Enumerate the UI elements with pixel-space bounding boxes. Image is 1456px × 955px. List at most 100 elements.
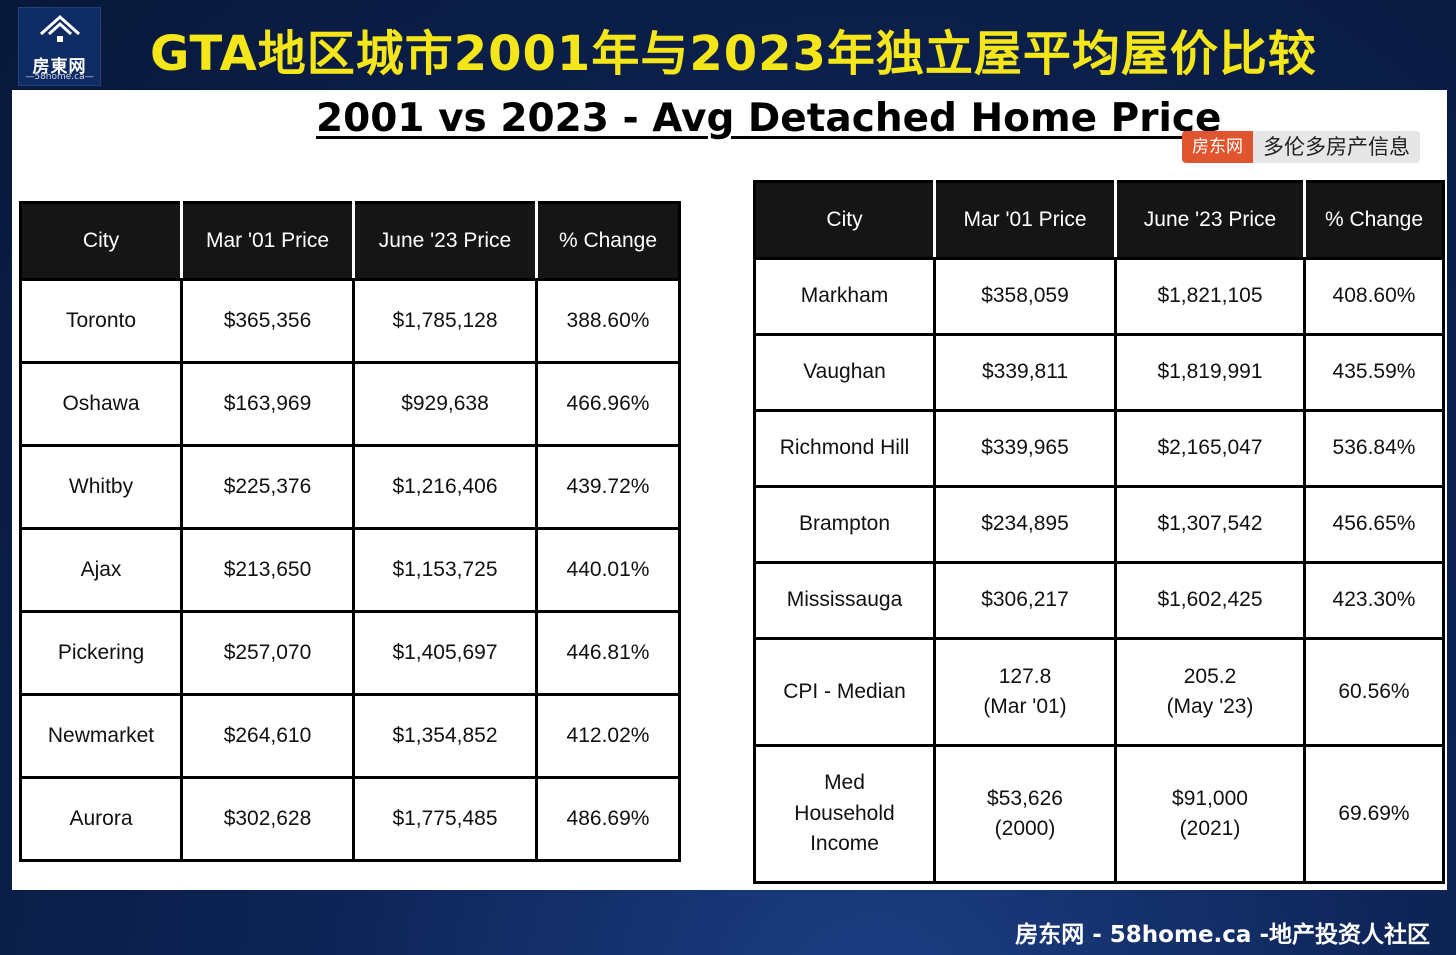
cell-jun23: $1,153,725: [352, 527, 538, 613]
table-row: Newmarket $264,610 $1,354,852 412.02%: [19, 693, 681, 779]
column-header-jun23: June '23 Price: [1114, 180, 1306, 260]
cell-line: 456.65%: [1332, 512, 1416, 536]
column-header-mar01: Mar '01 Price: [933, 180, 1117, 260]
page-title: GTA地区城市2001年与2023年独立屋平均屋价比较: [150, 26, 1317, 82]
cell-line: 205.2: [1183, 664, 1237, 688]
cell-city: Oshawa: [19, 361, 183, 447]
cell-mar01: $53,626 (2000): [933, 744, 1117, 884]
cell-jun23: $91,000 (2021): [1114, 744, 1306, 884]
table-header-row: City Mar '01 Price June '23 Price % Chan…: [753, 180, 1445, 260]
cell-jun23: $929,638: [352, 361, 538, 447]
cell-line: $306,217: [981, 588, 1069, 612]
cell-line: 408.60%: [1332, 284, 1416, 308]
cell-line: $91,000: [1172, 786, 1248, 810]
cell-line: $1,602,425: [1157, 588, 1263, 612]
cell-jun23: $1,821,105: [1114, 257, 1306, 336]
table-row: Oshawa $163,969 $929,638 466.96%: [19, 361, 681, 447]
cell-change: 435.59%: [1303, 333, 1445, 412]
cell-jun23: $1,307,542: [1114, 485, 1306, 564]
cell-city: Pickering: [19, 610, 183, 696]
cell-mar01: $213,650: [180, 527, 355, 613]
cell-change: 536.84%: [1303, 409, 1445, 488]
cell-jun23: $1,785,128: [352, 278, 538, 364]
cell-line: $1,821,105: [1157, 284, 1263, 308]
column-header-city: City: [19, 201, 183, 281]
cell-line: 127.8: [998, 664, 1052, 688]
cell-mar01: $234,895: [933, 485, 1117, 564]
cell-line: 69.69%: [1338, 801, 1410, 825]
cell-change: 446.81%: [535, 610, 681, 696]
cell-jun23: $1,775,485: [352, 776, 538, 862]
cell-change: 456.65%: [1303, 485, 1445, 564]
cell-change: 69.69%: [1303, 744, 1445, 884]
cell-line: $339,965: [981, 436, 1069, 460]
cell-mar01: $306,217: [933, 561, 1117, 640]
cell-city: Markham: [753, 257, 936, 336]
cell-line: Income: [810, 832, 879, 856]
brand-tag-name: 房东网: [1182, 131, 1253, 163]
column-header-change: % Change: [535, 201, 681, 281]
cell-line: Vaughan: [803, 360, 886, 384]
cell-city: Brampton: [753, 485, 936, 564]
cell-line: Brampton: [798, 512, 891, 536]
table-row: Med Household Income $53,626 (2000) $91,000 (2…: [753, 744, 1445, 884]
column-header-city: City: [753, 180, 936, 260]
table-row: Mississauga $306,217 $1,602,425 423.30%: [753, 561, 1445, 640]
table-row: Brampton $234,895 $1,307,542 456.65%: [753, 485, 1445, 564]
table-row: Vaughan $339,811 $1,819,991 435.59%: [753, 333, 1445, 412]
brand-tag-slogan: 多伦多房产信息: [1253, 131, 1420, 163]
cell-jun23: 205.2 (May '23): [1114, 637, 1306, 747]
cell-jun23: $1,216,406: [352, 444, 538, 530]
logo-url: —58home.ca—: [25, 72, 94, 82]
cell-jun23: $1,602,425: [1114, 561, 1306, 640]
cell-city: Aurora: [19, 776, 183, 862]
cell-change: 388.60%: [535, 278, 681, 364]
footer-text: 房东网 - 58home.ca -地产投资人社区: [1015, 922, 1430, 948]
cell-mar01: $358,059: [933, 257, 1117, 336]
cell-mar01: $225,376: [180, 444, 355, 530]
table-row: CPI - Median 127.8 (Mar '01) 205.2 (May '23)…: [753, 637, 1445, 747]
cell-city: Med Household Income: [753, 744, 936, 884]
cell-city: Whitby: [19, 444, 183, 530]
cell-line: 435.59%: [1332, 360, 1416, 384]
brand-tag[interactable]: 房东网 多伦多房产信息: [1182, 131, 1420, 163]
cell-change: 60.56%: [1303, 637, 1445, 747]
cell-line: (2021): [1179, 817, 1241, 840]
cell-line: (May '23): [1166, 695, 1254, 718]
cell-change: 486.69%: [535, 776, 681, 862]
subtitle: 2001 vs 2023 - Avg Detached Home Price: [316, 96, 1222, 141]
cell-jun23: $1,819,991: [1114, 333, 1306, 412]
table-row: Markham $358,059 $1,821,105 408.60%: [753, 257, 1445, 336]
cell-mar01: $302,628: [180, 776, 355, 862]
cell-city: Richmond Hill: [753, 409, 936, 488]
house-icon: [39, 14, 81, 42]
column-header-mar01: Mar '01 Price: [180, 201, 355, 281]
table-row: Pickering $257,070 $1,405,697 446.81%: [19, 610, 681, 696]
cell-change: 439.72%: [535, 444, 681, 530]
cell-mar01: $264,610: [180, 693, 355, 779]
cell-mar01: $163,969: [180, 361, 355, 447]
cell-change: 423.30%: [1303, 561, 1445, 640]
cell-jun23: $1,405,697: [352, 610, 538, 696]
site-logo[interactable]: 房東网 —58home.ca—: [18, 7, 101, 86]
left-price-table: City Mar '01 Price June '23 Price % Chan…: [19, 201, 681, 862]
cell-line: (2000): [994, 817, 1056, 840]
table-row: Richmond Hill $339,965 $2,165,047 536.84%: [753, 409, 1445, 488]
cell-jun23: $1,354,852: [352, 693, 538, 779]
cell-change: 412.02%: [535, 693, 681, 779]
cell-line: 60.56%: [1338, 679, 1410, 703]
right-price-table: City Mar '01 Price June '23 Price % Chan…: [753, 180, 1445, 884]
table-header-row: City Mar '01 Price June '23 Price % Chan…: [19, 201, 681, 281]
cell-line: CPI - Median: [783, 679, 906, 703]
cell-line: (Mar '01): [983, 695, 1067, 718]
cell-line: Richmond Hill: [779, 436, 910, 460]
cell-line: $234,895: [981, 512, 1069, 536]
cell-change: 440.01%: [535, 527, 681, 613]
cell-mar01: $257,070: [180, 610, 355, 696]
cell-line: 536.84%: [1332, 436, 1416, 460]
table-row: Ajax $213,650 $1,153,725 440.01%: [19, 527, 681, 613]
cell-line: $339,811: [981, 360, 1069, 384]
cell-line: $2,165,047: [1157, 436, 1263, 460]
cell-change: 466.96%: [535, 361, 681, 447]
cell-line: $1,819,991: [1157, 360, 1263, 384]
